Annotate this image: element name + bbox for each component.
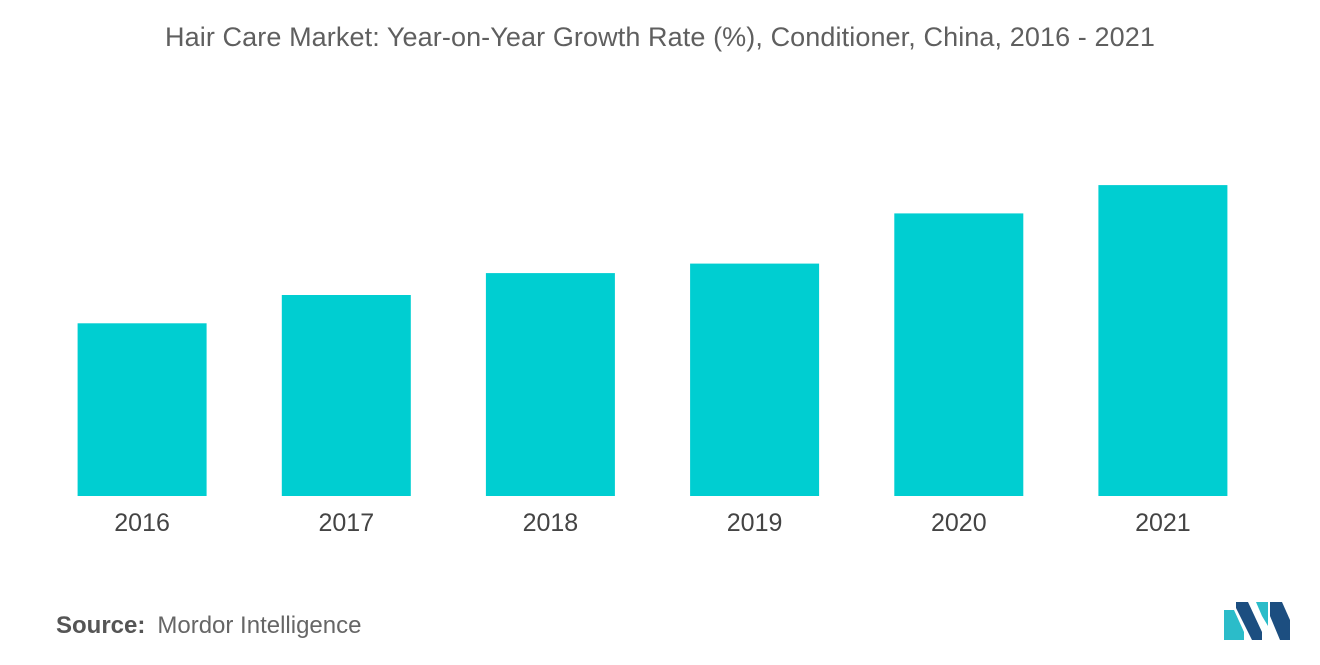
- x-tick-label: 2017: [318, 509, 374, 537]
- bars-group: [77, 185, 1228, 496]
- mordor-intelligence-logo-icon: [1224, 602, 1290, 640]
- source-value: Mordor Intelligence: [157, 612, 362, 639]
- x-tick-label: 2016: [114, 509, 170, 537]
- bar-2017: [281, 295, 411, 496]
- bar-2016: [77, 323, 207, 496]
- source-label: Source:: [56, 612, 146, 639]
- bar-2018: [485, 273, 615, 496]
- bar-2021: [1098, 185, 1228, 496]
- x-tick-label: 2021: [1135, 509, 1191, 537]
- bar-2020: [894, 213, 1024, 496]
- chart-title: Hair Care Market: Year-on-Year Growth Ra…: [165, 22, 1155, 52]
- x-tick-label: 2020: [931, 509, 987, 537]
- bar-2019: [690, 263, 820, 496]
- x-axis-tick-labels: 2016 2017 2018 2019 2020 2021: [114, 509, 1190, 537]
- source-line: Source: Mordor Intelligence: [56, 612, 361, 640]
- x-tick-label: 2019: [727, 509, 783, 537]
- x-tick-label: 2018: [523, 509, 579, 537]
